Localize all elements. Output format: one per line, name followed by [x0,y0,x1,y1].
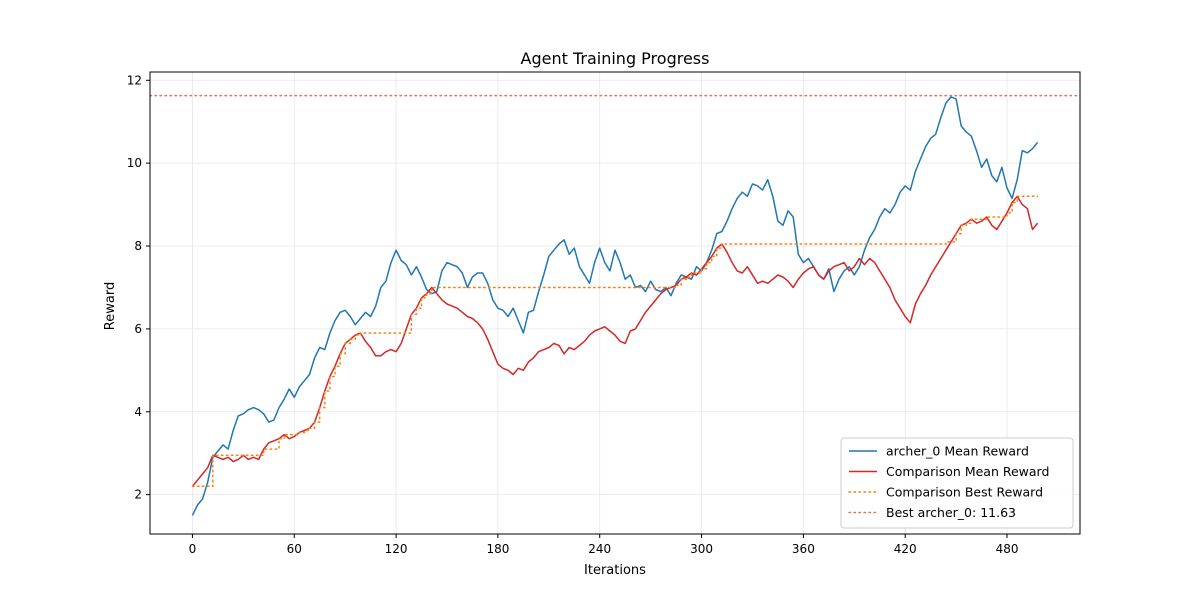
axes-frame [149,71,1081,535]
x-tick-label: 60 [287,542,302,556]
y-tick-label: 2 [134,488,142,502]
x-tick-label: 240 [588,542,611,556]
series-1-line [191,195,1039,487]
legend-label: Comparison Mean Reward [886,464,1049,479]
y-tick-label: 8 [134,239,142,253]
y-axis-label: Reward [103,282,118,330]
x-tick-label: 120 [385,542,408,556]
series-0-line [191,96,1039,516]
x-tick-label: 420 [894,542,917,556]
x-tick-label: 480 [996,542,1019,556]
x-tick-label: 180 [486,542,509,556]
chart-title: Agent Training Progress [521,49,710,68]
y-tick-label: 4 [134,405,142,419]
legend-label: Best archer_0: 11.63 [886,505,1016,520]
axis-ticks: 0 60 120 180 240 300 360 420 480 2 4 6 8 10 12 [127,73,1019,556]
plot-series [149,94,1081,516]
legend-label: archer_0 Mean Reward [886,444,1029,459]
x-axis-label: Iterations [584,563,646,578]
y-tick-label: 12 [127,73,142,87]
legend-box [840,437,1074,529]
x-tick-label: 300 [690,542,713,556]
series-2-line [191,195,1039,488]
legend: archer_0 Mean Reward Comparison Mean Rewa… [840,437,1074,529]
legend-label: Comparison Best Reward [886,485,1043,500]
x-tick-label: 360 [792,542,815,556]
x-tick-label: 0 [189,542,197,556]
y-tick-label: 6 [134,322,142,336]
y-tick-label: 10 [127,156,142,170]
